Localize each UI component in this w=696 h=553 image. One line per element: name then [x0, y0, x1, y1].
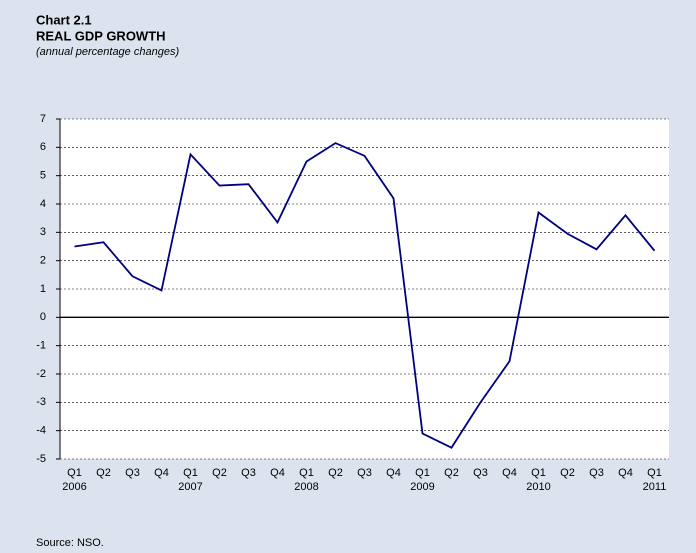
x-tick-label: Q4 [618, 467, 633, 479]
x-tick-label: Q3 [589, 467, 604, 479]
x-tick-label: Q3 [125, 467, 140, 479]
x-tick-label: Q4 [154, 467, 169, 479]
y-tick-label: 3 [40, 226, 46, 238]
chart-title: REAL GDP GROWTH [36, 28, 166, 43]
x-year-label: 2008 [294, 481, 318, 493]
y-tick-label: 4 [40, 198, 46, 210]
chart-subtitle: (annual percentage changes) [36, 46, 179, 58]
y-tick-label: 6 [40, 141, 46, 153]
y-tick-label: 7 [40, 113, 46, 125]
x-tick-label: Q1 [531, 467, 546, 479]
chart-number: Chart 2.1 [36, 12, 92, 27]
x-tick-label: Q3 [241, 467, 256, 479]
y-tick-label: -5 [36, 453, 46, 465]
x-tick-label: Q4 [270, 467, 285, 479]
x-tick-label: Q2 [444, 467, 459, 479]
x-year-label: 2009 [410, 481, 434, 493]
y-tick-label: -2 [36, 368, 46, 380]
x-year-label: 2010 [526, 481, 550, 493]
y-tick-label: 1 [40, 283, 46, 295]
x-tick-label: Q2 [212, 467, 227, 479]
x-tick-label: Q3 [357, 467, 372, 479]
x-tick-label: Q4 [502, 467, 517, 479]
x-tick-label: Q2 [96, 467, 111, 479]
line-series [74, 142, 656, 449]
x-year-label: 2011 [643, 481, 667, 493]
x-tick-label: Q1 [299, 467, 314, 479]
x-tick-label: Q1 [67, 467, 82, 479]
source: Source: NSO. [36, 537, 104, 549]
x-tick-label: Q3 [473, 467, 488, 479]
x-tick-label: Q4 [386, 467, 401, 479]
x-tick-label: Q1 [415, 467, 430, 479]
y-tick-label: -4 [36, 425, 46, 437]
x-tick-label: Q2 [560, 467, 575, 479]
x-tick-label: Q1 [183, 467, 198, 479]
x-year-label: 2006 [62, 481, 86, 493]
y-tick-label: -3 [36, 396, 46, 408]
x-tick-label: Q2 [328, 467, 343, 479]
y-tick-label: 5 [40, 170, 46, 182]
y-tick-label: -1 [36, 340, 46, 352]
y-tick-label: 0 [40, 311, 46, 323]
y-tick-label: 2 [40, 255, 46, 267]
x-tick-label: Q1 [647, 467, 662, 479]
x-year-label: 2007 [178, 481, 202, 493]
